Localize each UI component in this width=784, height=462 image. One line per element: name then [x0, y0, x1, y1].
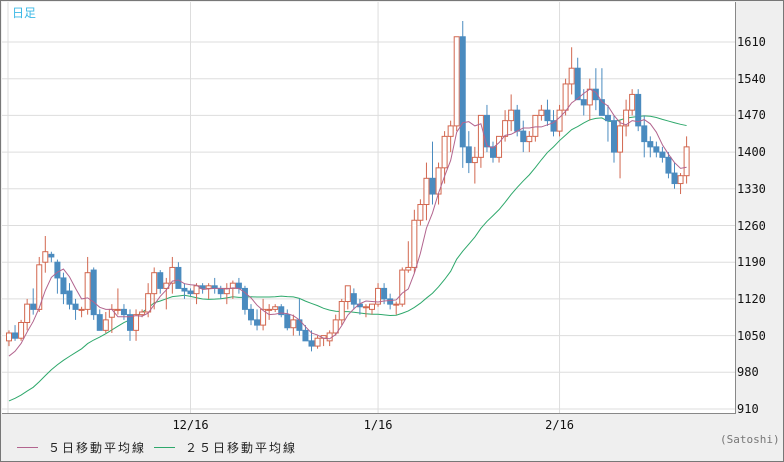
- y-tick-label: 1120: [737, 291, 766, 306]
- legend-ma25: ２５日移動平均線: [154, 439, 297, 456]
- y-tick-label: 1330: [737, 181, 766, 196]
- y-tick-label: 910: [737, 402, 759, 416]
- chart-title: 日足: [12, 6, 37, 20]
- ma25-line-icon: [154, 447, 175, 448]
- legend-ma25-label: ２５日移動平均線: [185, 441, 298, 455]
- legend-ma5-label: ５日移動平均線: [48, 441, 147, 455]
- y-tick-label: 1470: [737, 108, 766, 123]
- unit-label: (Satoshi): [720, 433, 780, 446]
- y-tick-label: 1260: [737, 218, 766, 233]
- ma5-line-icon: [17, 447, 38, 448]
- x-tick-label: 1/16: [363, 418, 393, 432]
- y-tick-label: 980: [737, 365, 759, 380]
- y-tick-label: 1610: [737, 35, 766, 49]
- legend-ma5: ５日移動平均線: [17, 439, 146, 456]
- x-tick-label: 2/16: [545, 418, 574, 432]
- x-tick-label: 12/16: [172, 418, 209, 432]
- candlestick-chart: [2, 2, 735, 413]
- y-tick-label: 1400: [737, 145, 766, 160]
- y-tick-label: 1540: [737, 71, 766, 86]
- y-tick-label: 1050: [737, 328, 766, 343]
- plot-area: [2, 2, 736, 414]
- y-tick-label: 1190: [737, 255, 766, 270]
